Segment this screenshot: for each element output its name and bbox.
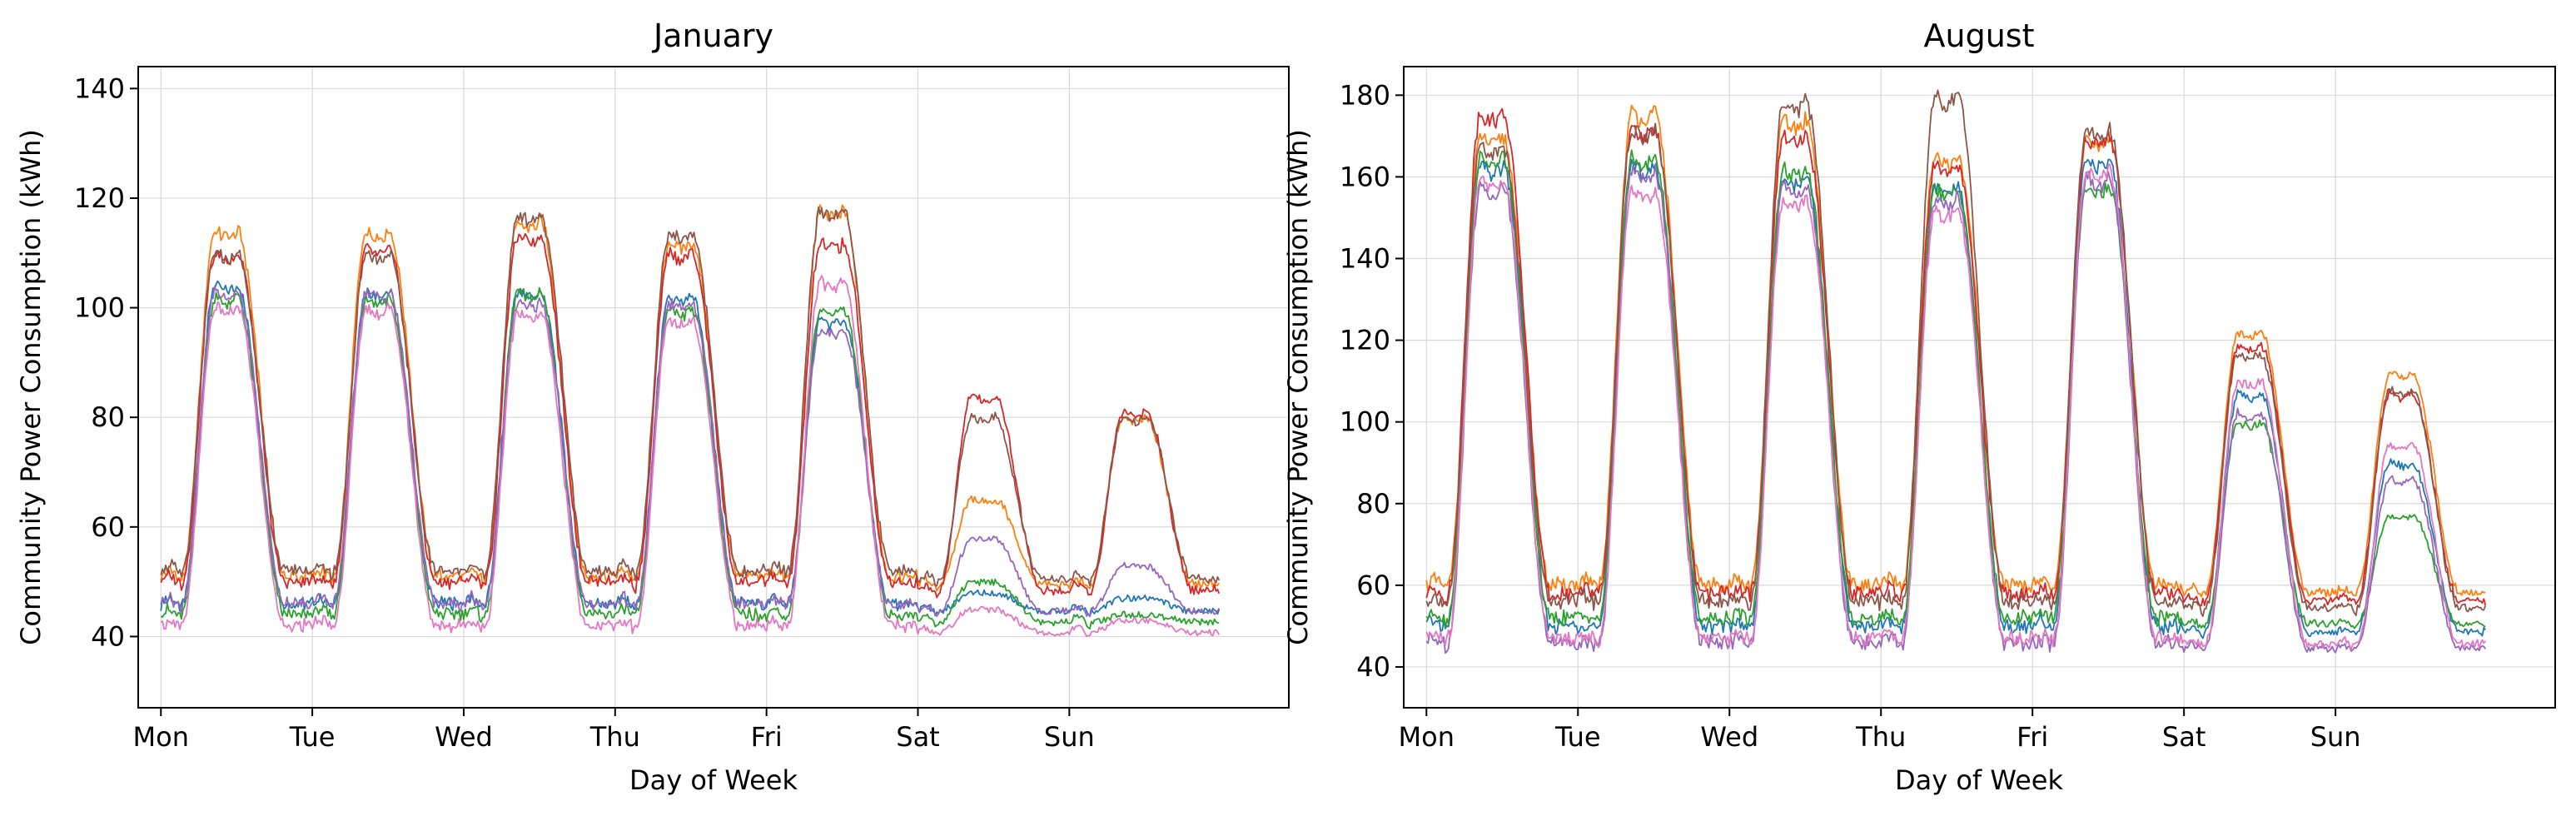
august-plot-frame xyxy=(1403,66,2556,709)
january-series-line-5 xyxy=(160,286,1221,618)
january-series-lines xyxy=(160,204,1221,638)
august-series-line-3 xyxy=(1425,149,2486,629)
january-y-ticks: 40 60 80 100 120 140 xyxy=(74,72,138,652)
august-x-tick-label: Sat xyxy=(2162,721,2206,753)
january-y-tick-label: 120 xyxy=(74,182,125,214)
january-x-axis-label: Day of Week xyxy=(629,764,798,796)
august-x-tick-label: Sun xyxy=(2310,721,2361,753)
january-y-tick-label: 140 xyxy=(74,72,125,104)
august-series-line-6 xyxy=(1425,89,2487,617)
august-y-tick-label: 180 xyxy=(1340,79,1390,111)
january-y-tick-label: 60 xyxy=(91,511,125,543)
january-y-axis-label: Community Power Consumption (kWh) xyxy=(15,129,47,645)
august-title: August xyxy=(1924,17,2035,54)
august-x-tick-label: Thu xyxy=(1855,721,1906,753)
january-series-line-2 xyxy=(160,204,1221,592)
august-series-line-1 xyxy=(1425,158,2486,639)
january-title: January xyxy=(652,17,773,54)
january-y-tick-label: 100 xyxy=(74,292,125,324)
august-x-tick-label: Mon xyxy=(1399,721,1455,753)
january-x-tick-label: Mon xyxy=(133,721,189,753)
august-x-ticks: Mon Tue Wed Thu Fri Sat Sun xyxy=(1399,708,2361,753)
january-x-tick-label: Tue xyxy=(289,721,336,753)
august-series-line-2 xyxy=(1425,104,2486,598)
august-y-tick-label: 60 xyxy=(1356,570,1390,601)
january-x-tick-label: Wed xyxy=(435,721,493,753)
august-series-line-7 xyxy=(1425,163,2486,650)
august-x-tick-label: Fri xyxy=(2017,721,2048,753)
chart-january: 40 60 80 100 120 140 Mon Tue Wed Thu Fri Sat Sun Ja… xyxy=(15,17,1290,796)
january-x-tick-label: Sat xyxy=(896,721,939,753)
january-series-line-7 xyxy=(160,275,1221,638)
august-series-lines xyxy=(1425,89,2487,654)
august-series-line-4 xyxy=(1425,107,2487,607)
january-series-line-3 xyxy=(160,286,1220,630)
august-series-line-5 xyxy=(1425,163,2486,654)
august-x-axis-label: Day of Week xyxy=(1895,764,2064,796)
august-y-tick-label: 80 xyxy=(1356,488,1390,520)
august-y-tick-label: 120 xyxy=(1340,325,1390,356)
january-y-tick-label: 40 xyxy=(91,620,125,652)
january-x-tick-label: Thu xyxy=(589,721,640,753)
august-y-axis-label: Community Power Consumption (kWh) xyxy=(1282,129,1314,645)
august-y-tick-label: 100 xyxy=(1340,406,1390,438)
august-grid xyxy=(1404,67,2555,708)
august-x-tick-label: Wed xyxy=(1700,721,1758,753)
january-series-line-6 xyxy=(160,206,1221,587)
january-series-line-4 xyxy=(160,232,1221,599)
august-y-tick-label: 40 xyxy=(1356,651,1390,683)
january-x-ticks: Mon Tue Wed Thu Fri Sat Sun xyxy=(133,708,1095,753)
january-plot-frame xyxy=(137,66,1290,709)
january-y-tick-label: 80 xyxy=(91,401,125,433)
august-x-tick-label: Tue xyxy=(1554,721,1601,753)
august-y-tick-label: 140 xyxy=(1340,243,1390,275)
august-y-ticks: 40 60 80 100 120 140 160 180 xyxy=(1340,79,1404,683)
january-x-tick-label: Fri xyxy=(751,721,783,753)
chart-august: 40 60 80 100 120 140 160 180 Mon Tue Wed Thu Fri Sat… xyxy=(1282,17,2556,796)
january-x-tick-label: Sun xyxy=(1044,721,1095,753)
january-grid xyxy=(138,67,1289,708)
august-y-tick-label: 160 xyxy=(1340,161,1390,192)
